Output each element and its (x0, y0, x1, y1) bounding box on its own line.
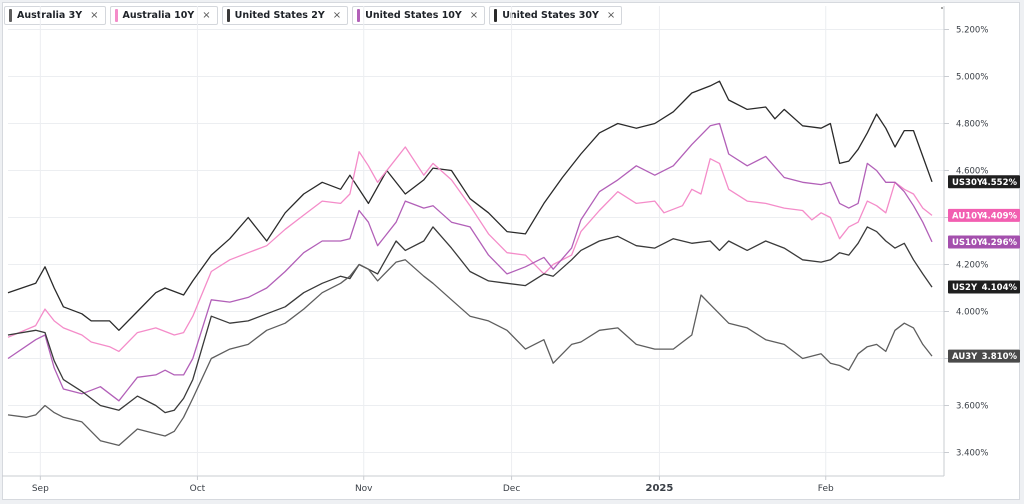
close-icon[interactable]: × (202, 10, 211, 21)
legend-label: Australia 3Y (17, 10, 83, 21)
series-legend: Australia 3Y × Australia 10Y × United States… (4, 6, 623, 25)
close-icon[interactable]: × (469, 10, 479, 21)
last-value-tag-us2y: US2Y 4.104% (948, 280, 1020, 294)
legend-swatch (357, 9, 361, 22)
tag-last-value: 3.810% (982, 352, 1018, 362)
tag-background (948, 175, 1020, 189)
x-tick-label: Oct (190, 484, 206, 494)
x-tick-label: Nov (355, 484, 373, 494)
y-tick-label: 4.600% (956, 167, 988, 177)
gridlines (8, 6, 944, 476)
legend-swatch (9, 9, 12, 22)
legend-swatch (494, 9, 498, 22)
tag-last-value: 4.409% (982, 211, 1018, 221)
tag-series-code: US30Y (952, 178, 984, 188)
tag-series-code: US2Y (952, 283, 978, 293)
close-icon[interactable]: × (606, 10, 616, 21)
y-tick-label: 4.800% (956, 120, 988, 130)
legend-label: United States 30Y (502, 10, 599, 21)
series-lines (7, 80, 933, 447)
series-line-us30y (7, 80, 933, 331)
close-icon[interactable]: × (332, 10, 342, 21)
tag-series-code: AU10Y (952, 211, 984, 221)
corner-dot (941, 7, 943, 9)
x-tick-label: Dec (503, 484, 520, 494)
legend-chip-united-states-10y[interactable]: United States 10Y × (352, 6, 486, 25)
close-icon[interactable]: × (90, 10, 99, 21)
legend-chip-australia-10y[interactable]: Australia 10Y × (109, 6, 218, 25)
series-line-au10y (7, 146, 933, 353)
legend-swatch (226, 9, 230, 22)
y-tick-label: 3.400% (956, 449, 988, 459)
tag-last-value: 4.104% (982, 283, 1018, 293)
series-line-au3y (7, 259, 933, 447)
legend-chip-australia-3y[interactable]: Australia 3Y × (4, 6, 106, 25)
series-line-us10y (7, 122, 933, 402)
x-tick-label: Sep (32, 484, 49, 494)
x-tick-label: 2025 (645, 483, 673, 494)
legend-chip-united-states-2y[interactable]: United States 2Y × (221, 6, 349, 25)
legend-chip-united-states-30y[interactable]: United States 30Y × (489, 6, 623, 25)
legend-label: Australia 10Y (122, 10, 195, 21)
series-line-us2y (7, 226, 933, 414)
legend-swatch (114, 9, 118, 22)
tag-background (948, 280, 1020, 294)
tag-background (948, 208, 1020, 222)
legend-label: United States 10Y (365, 10, 462, 21)
y-tick-label: 4.200% (956, 261, 988, 271)
tag-last-value: 4.296% (982, 238, 1018, 248)
tag-last-value: 4.552% (982, 178, 1018, 188)
y-tick-label: 3.600% (956, 402, 988, 412)
legend-label: United States 2Y (234, 10, 325, 21)
tag-series-code: US10Y (952, 238, 984, 248)
y-tick-label: 4.000% (956, 308, 988, 318)
y-tick-label: 5.000% (956, 73, 988, 83)
tag-series-code: AU3Y (952, 352, 978, 362)
y-tick-label: 5.200% (956, 26, 988, 36)
x-tick-label: Feb (818, 484, 834, 494)
last-value-tag-au3y: AU3Y 3.810% (948, 349, 1020, 363)
tag-background (948, 349, 1020, 363)
tag-background (948, 235, 1020, 249)
chart-corner-marker (941, 7, 943, 9)
x-axis: Sep Oct Nov Dec 2025 Feb (2, 475, 944, 494)
